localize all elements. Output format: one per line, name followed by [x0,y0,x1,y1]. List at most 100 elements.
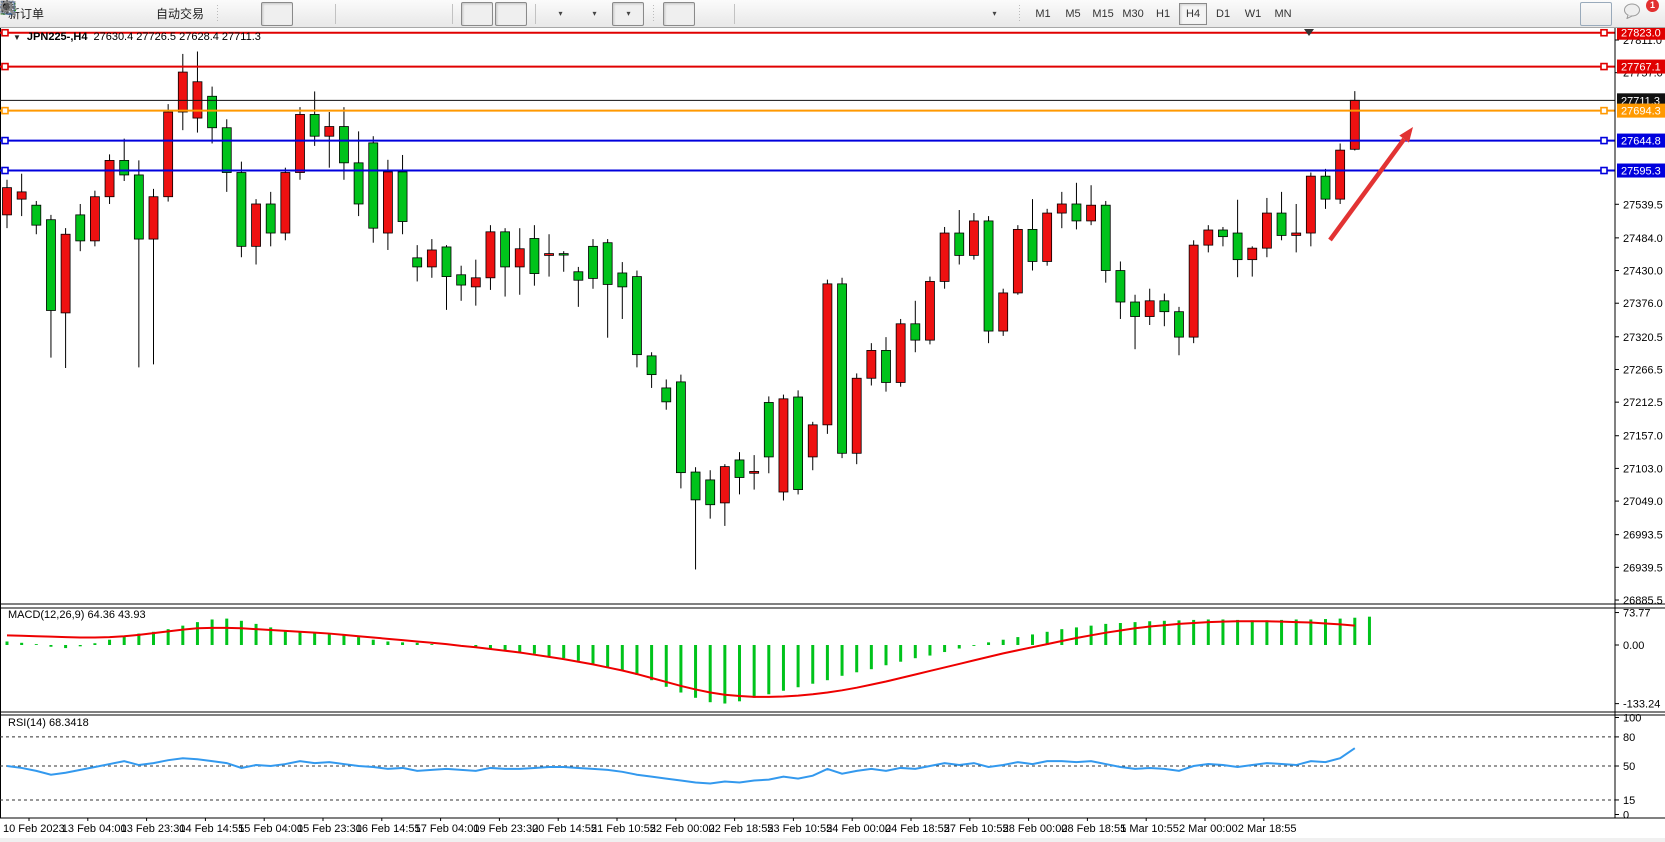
candle-body [910,323,921,341]
timeframe-button-w1[interactable]: W1 [1244,7,1262,20]
timeframe-button-d1[interactable]: D1 [1216,7,1231,20]
time-axis-label: 2 Mar 00:00 [1179,823,1238,835]
timeframe-button-h4[interactable]: H4 [1179,2,1208,25]
tile-windows-button[interactable] [0,1,444,26]
time-axis-label: 22 Feb 18:55 [709,823,774,835]
crosshair-button[interactable] [0,0,729,26]
timeframe-button-m1[interactable]: M1 [1035,7,1051,20]
line-handle[interactable] [1600,62,1608,71]
search-button[interactable] [1,1,1612,26]
candle-body [763,402,774,458]
candle-body [1174,311,1184,338]
candle-body [485,231,496,279]
dropdown-caret-icon: ▾ [992,9,997,18]
time-axis-label: 22 Feb 00:00 [650,823,715,835]
time-axis-label: 1 Mar 10:55 [1120,823,1179,835]
candle-body [382,171,393,234]
svg-text:T: T [5,3,11,14]
line-handle[interactable] [1600,136,1608,145]
arrows-button[interactable]: ▾ [2,2,1010,26]
candle-body [397,171,408,222]
templates-button[interactable]: ▾ [0,1,645,26]
candle-body [837,283,847,454]
horizontal-line-button[interactable] [1,2,806,26]
candle-body [719,466,730,504]
zoom-in-button[interactable] [1,1,376,26]
news-button[interactable] [1,1,150,26]
profiles-button[interactable]: ▾ [1,1,610,26]
line-handle[interactable] [1,136,9,145]
price-axis[interactable]: 27811.027757.027539.527484.027430.027376… [1615,27,1665,822]
zoom-out-button[interactable] [1,1,410,26]
candle-body [705,479,716,506]
equidistant-channel-button[interactable]: E [0,1,874,26]
trend-arrow-annotation[interactable] [1328,127,1413,242]
candle-body [412,257,423,268]
candle-body [734,459,745,478]
candlestick-chart-button[interactable] [1,1,294,26]
symbol-period-label: JPN225-,H4 [26,31,88,43]
candle-body [998,292,1009,332]
auto-scroll-button[interactable] [1,1,494,26]
candle-body [544,253,554,256]
toolbar: 新订单 自动交易 ▾ ▾ ▾ E F [0,0,1665,28]
candle-body [866,350,877,379]
candle-body [1056,203,1067,214]
timeframe-button-mn[interactable]: MN [1274,7,1292,20]
rsi-line [6,747,1356,785]
time-axis-label: 24 Feb 00:00 [826,823,891,835]
search-icon [1,1,16,16]
macd-indicator-label: MACD(12,26,9) 64.36 43.93 [8,609,146,621]
candle-body [1247,247,1258,261]
text-label-button[interactable]: T [0,0,976,26]
price-tick-label: 27430.0 [1623,266,1663,278]
market-watch-button[interactable] [1,2,82,26]
candle-body [793,396,803,490]
new-chart-button[interactable]: ▾ [0,1,576,26]
candle-body [969,220,979,256]
time-axis-label: 23 Feb 10:55 [767,823,832,835]
line-handle[interactable] [1,28,9,37]
chat-bubble-icon [1624,3,1640,19]
candle-body [90,196,100,242]
price-badge [1617,27,1665,40]
candle-body [881,350,891,383]
candle-body [617,272,628,288]
chart-shift-button[interactable] [2,1,528,26]
line-handle[interactable] [1,166,9,175]
price-tick-label: 26993.5 [1623,530,1663,542]
line-handle[interactable] [1600,166,1608,175]
line-handle[interactable] [1600,28,1608,37]
rsi-axis-label: 80 [1623,732,1635,744]
candle-body [1305,175,1316,234]
chat-button[interactable]: 1 [1622,0,1659,26]
one-click-trading-toggle[interactable]: ▼ [13,32,21,42]
candle-body [646,355,657,376]
vertical-line-button[interactable] [6,1,772,26]
bars-chart-button[interactable] [2,2,259,26]
text-button[interactable]: A [3,2,942,26]
cursor-button[interactable] [3,1,696,26]
chart-window[interactable]: 27811.0 27757.0 27539.5 27484.0 27430.0 27376… [0,27,1665,838]
candle-body [163,111,174,198]
candle-body [1218,229,1228,238]
navigator-button[interactable] [0,1,116,26]
candle-body [441,246,452,277]
timeframe-button-h1[interactable]: H1 [1156,7,1171,20]
time-axis-label: 24 Feb 18:55 [885,823,950,835]
price-tick-label: 27376.0 [1623,298,1663,310]
macd-pane [5,616,1371,704]
line-handle[interactable] [1,106,9,115]
line-handle[interactable] [1600,106,1608,115]
fibonacci-button[interactable]: F [1,2,908,26]
candle-body [632,276,642,356]
timeframe-button-m5[interactable]: M5 [1065,7,1081,20]
line-chart-button[interactable] [0,2,327,26]
line-handle[interactable] [1,62,9,71]
trendline-button[interactable] [1,1,840,26]
auto-trading-button[interactable]: 自动交易 [0,1,208,26]
timeframe-button-m30[interactable]: M30 [1122,7,1144,20]
timeframe-button-m15[interactable]: M15 [1092,7,1114,20]
candle-body [1159,300,1170,313]
